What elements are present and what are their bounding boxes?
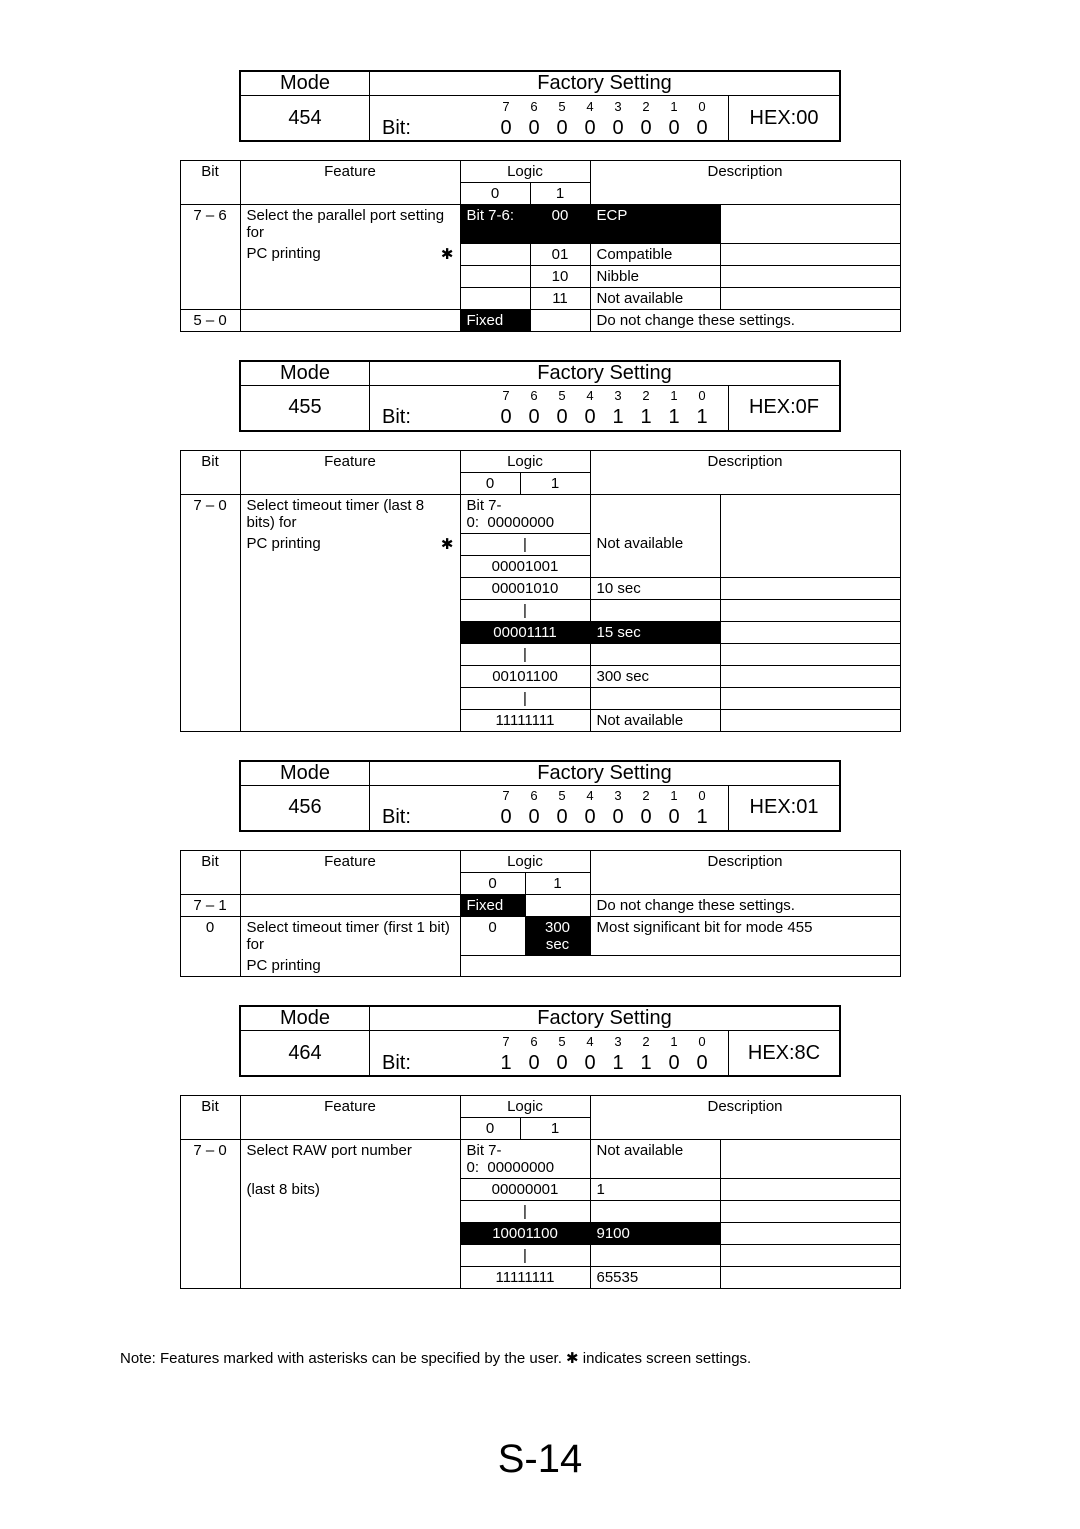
bit-range: 7 – 6 xyxy=(180,205,240,244)
feature-table-455: Bit Feature Logic Description 01 7 – 0 S… xyxy=(180,450,901,732)
footnote: Note: Features marked with asterisks can… xyxy=(120,1349,960,1367)
bits-cell: 7 6 5 4 3 2 1 0 Bit: 0 xyxy=(370,96,729,142)
section-456: Mode Factory Setting 456 76543210 Bit: 0… xyxy=(0,760,1080,978)
feature-table-456: Bit Feature Logic Description 01 7 – 1 F… xyxy=(180,850,901,978)
page: Mode Factory Setting 454 7 6 5 4 3 2 xyxy=(0,0,1080,1522)
feature-text: Select the parallel port setting for xyxy=(240,205,460,244)
section-464: Mode Factory Setting 464 76543210 Bit: 1… xyxy=(0,1005,1080,1289)
bit-range: 5 – 0 xyxy=(180,309,240,331)
logic-cell: Bit 7-6: xyxy=(460,205,530,244)
col-description: Description xyxy=(590,161,900,205)
hex-value: HEX:00 xyxy=(729,96,841,142)
factory-setting-header: Factory Setting xyxy=(370,71,841,96)
col-bit: Bit xyxy=(180,161,240,205)
mode-header: Mode xyxy=(240,71,370,96)
mode-number: 454 xyxy=(240,96,370,142)
col-logic: Logic xyxy=(460,161,590,183)
mode-table-455: Mode Factory Setting 455 76543210 Bit: 0… xyxy=(239,360,841,432)
section-455: Mode Factory Setting 455 76543210 Bit: 0… xyxy=(0,360,1080,732)
section-454: Mode Factory Setting 454 7 6 5 4 3 2 xyxy=(0,70,1080,332)
mode-table-454: Mode Factory Setting 454 7 6 5 4 3 2 xyxy=(239,70,841,142)
feature-table-464: Bit Feature Logic Description 01 7 – 0 S… xyxy=(180,1095,901,1289)
bit-label: Bit: xyxy=(370,116,492,140)
col-feature: Feature xyxy=(240,161,460,205)
feature-table-454: Bit Feature Logic Description 0 1 7 – 6 … xyxy=(180,160,901,332)
mode-table-456: Mode Factory Setting 456 76543210 Bit: 0… xyxy=(239,760,841,832)
page-number: S-14 xyxy=(0,1437,1080,1482)
mode-table-464: Mode Factory Setting 464 76543210 Bit: 1… xyxy=(239,1005,841,1077)
